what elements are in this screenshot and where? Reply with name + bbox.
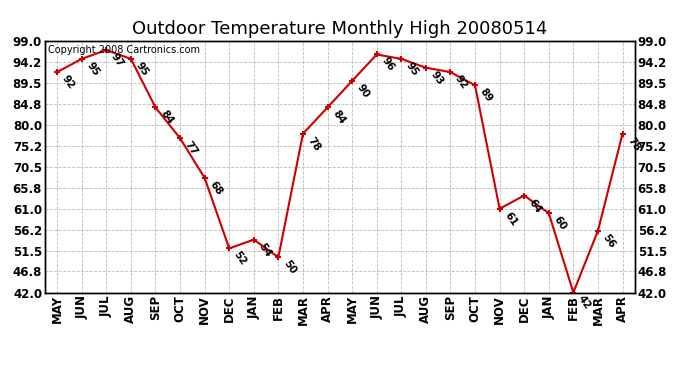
Text: 95: 95 [404,60,420,78]
Text: 56: 56 [601,232,618,250]
Text: 54: 54 [257,241,273,259]
Text: Copyright 2008 Cartronics.com: Copyright 2008 Cartronics.com [48,45,200,55]
Text: 77: 77 [183,140,199,158]
Text: 50: 50 [281,259,297,276]
Text: 90: 90 [355,82,371,100]
Text: 42: 42 [576,294,593,312]
Text: 95: 95 [84,60,101,78]
Text: 96: 96 [380,56,396,74]
Text: 78: 78 [625,135,642,153]
Text: 93: 93 [428,69,445,87]
Text: 89: 89 [477,87,494,104]
Text: 92: 92 [60,74,77,91]
Text: 97: 97 [109,51,126,69]
Text: 92: 92 [453,74,470,91]
Text: 61: 61 [502,210,519,228]
Text: 52: 52 [232,250,248,267]
Text: 68: 68 [208,179,224,197]
Text: 84: 84 [331,109,347,126]
Text: 78: 78 [306,135,322,153]
Text: 84: 84 [158,109,175,126]
Text: 64: 64 [527,197,544,214]
Text: 95: 95 [134,60,150,78]
Title: Outdoor Temperature Monthly High 20080514: Outdoor Temperature Monthly High 2008051… [132,20,547,38]
Text: 60: 60 [551,214,568,232]
